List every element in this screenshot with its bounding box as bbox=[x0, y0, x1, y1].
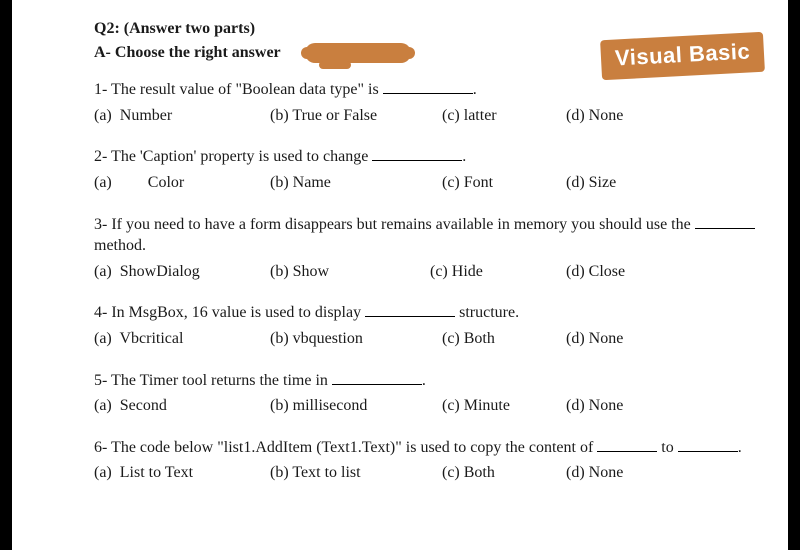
question-text: 1- The result value of "Boolean data typ… bbox=[94, 79, 764, 101]
option-b: (b) vbquestion bbox=[270, 328, 442, 350]
options-row: (a) Vbcritical(b) vbquestion(c) Both(d) … bbox=[94, 328, 764, 350]
option-c: (c) Both bbox=[442, 328, 566, 350]
option-b: (b) millisecond bbox=[270, 395, 442, 417]
sub-header-row: A- Choose the right answer Visual Basic bbox=[94, 42, 764, 64]
section-title: A- Choose the right answer bbox=[94, 42, 281, 64]
options-row: (a) ShowDialog(b) Show(c) Hide(d) Close bbox=[94, 261, 764, 283]
exam-page: Q2: (Answer two parts) A- Choose the rig… bbox=[12, 0, 788, 550]
subject-badge: Visual Basic bbox=[600, 31, 765, 79]
option-d: (d) Size bbox=[566, 172, 616, 194]
question: 2- The 'Caption' property is used to cha… bbox=[94, 146, 764, 193]
question-text: 3- If you need to have a form disappears… bbox=[94, 214, 764, 257]
option-c: (c) Font bbox=[442, 172, 566, 194]
option-b: (b) Text to list bbox=[270, 462, 442, 484]
option-a: (a) List to Text bbox=[94, 462, 270, 484]
question-text: 4- In MsgBox, 16 value is used to displa… bbox=[94, 302, 764, 324]
options-row: (a) Second(b) millisecond(c) Minute(d) N… bbox=[94, 395, 764, 417]
option-c: (c) latter bbox=[442, 105, 566, 127]
option-d: (d) None bbox=[566, 328, 623, 350]
option-c: (c) Both bbox=[442, 462, 566, 484]
question: 6- The code below "list1.AddItem (Text1.… bbox=[94, 437, 764, 484]
options-row: (a) List to Text(b) Text to list(c) Both… bbox=[94, 462, 764, 484]
option-b: (b) Name bbox=[270, 172, 442, 194]
option-d: (d) None bbox=[566, 105, 623, 127]
option-d: (d) Close bbox=[566, 261, 625, 283]
question: 5- The Timer tool returns the time in . (… bbox=[94, 370, 764, 417]
option-a: (a) Vbcritical bbox=[94, 328, 270, 350]
option-c: (c) Minute bbox=[442, 395, 566, 417]
option-d: (d) None bbox=[566, 395, 623, 417]
question: 1- The result value of "Boolean data typ… bbox=[94, 79, 764, 126]
option-d: (d) None bbox=[566, 462, 623, 484]
option-a: (a) Second bbox=[94, 395, 270, 417]
question: 4- In MsgBox, 16 value is used to displa… bbox=[94, 302, 764, 349]
questions-list: 1- The result value of "Boolean data typ… bbox=[94, 79, 764, 484]
option-b: (b) True or False bbox=[270, 105, 442, 127]
options-row: (a) Number(b) True or False(c) latter(d)… bbox=[94, 105, 764, 127]
question-text: 2- The 'Caption' property is used to cha… bbox=[94, 146, 764, 168]
options-row: (a)Color(b) Name(c) Font(d) Size bbox=[94, 172, 764, 194]
question-text: 5- The Timer tool returns the time in . bbox=[94, 370, 764, 392]
option-c: (c) Hide bbox=[430, 261, 566, 283]
redaction-mark bbox=[305, 43, 411, 63]
question-text: 6- The code below "list1.AddItem (Text1.… bbox=[94, 437, 764, 459]
option-b: (b) Show bbox=[270, 261, 430, 283]
option-a: (a)Color bbox=[94, 172, 270, 194]
question: 3- If you need to have a form disappears… bbox=[94, 214, 764, 283]
option-a: (a) Number bbox=[94, 105, 270, 127]
option-a: (a) ShowDialog bbox=[94, 261, 270, 283]
